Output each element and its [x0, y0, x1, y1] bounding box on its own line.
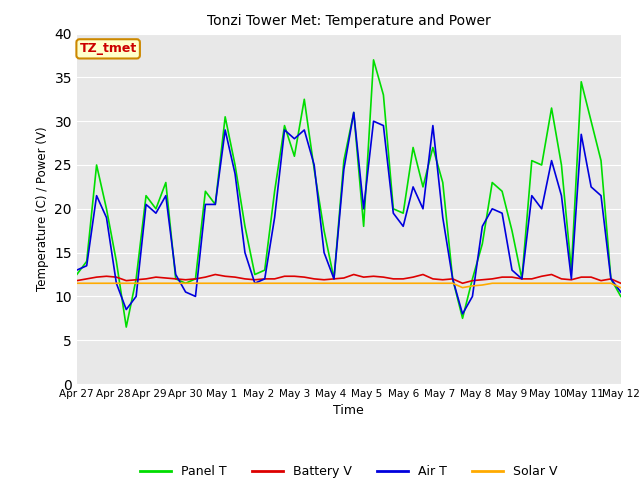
Solar V [617, 285, 625, 290]
Solar V [409, 280, 417, 286]
Air T [390, 210, 397, 216]
Y-axis label: Temperature (C) / Power (V): Temperature (C) / Power (V) [36, 127, 49, 291]
Panel T [508, 228, 516, 234]
Solar V [459, 285, 467, 290]
X-axis label: Time: Time [333, 405, 364, 418]
Panel T [122, 324, 130, 330]
Air T [83, 263, 90, 269]
Air T [271, 215, 278, 220]
Panel T [449, 276, 456, 282]
Solar V [380, 280, 387, 286]
Air T [439, 215, 447, 220]
Battery V [73, 278, 81, 284]
Title: Tonzi Tower Met: Temperature and Power: Tonzi Tower Met: Temperature and Power [207, 14, 491, 28]
Battery V [459, 280, 467, 286]
Line: Panel T: Panel T [77, 60, 621, 327]
Battery V [83, 276, 90, 282]
Line: Solar V: Solar V [77, 283, 621, 288]
Text: TZ_tmet: TZ_tmet [79, 42, 137, 55]
Panel T [617, 293, 625, 300]
Panel T [429, 144, 436, 150]
Air T [508, 267, 516, 273]
Solar V [429, 280, 436, 286]
Line: Battery V: Battery V [77, 275, 621, 283]
Panel T [83, 258, 90, 264]
Panel T [399, 210, 407, 216]
Panel T [73, 272, 81, 277]
Air T [350, 109, 358, 115]
Legend: Panel T, Battery V, Air T, Solar V: Panel T, Battery V, Air T, Solar V [135, 460, 563, 480]
Panel T [370, 57, 378, 63]
Battery V [281, 274, 289, 279]
Battery V [617, 280, 625, 286]
Solar V [73, 280, 81, 286]
Solar V [499, 280, 506, 286]
Line: Air T: Air T [77, 112, 621, 314]
Battery V [211, 272, 219, 277]
Battery V [508, 274, 516, 280]
Battery V [390, 276, 397, 282]
Air T [459, 311, 467, 317]
Solar V [271, 280, 278, 286]
Air T [73, 267, 81, 273]
Solar V [83, 280, 90, 286]
Battery V [439, 277, 447, 283]
Panel T [281, 123, 289, 129]
Air T [617, 289, 625, 295]
Battery V [419, 272, 427, 277]
Air T [419, 206, 427, 212]
